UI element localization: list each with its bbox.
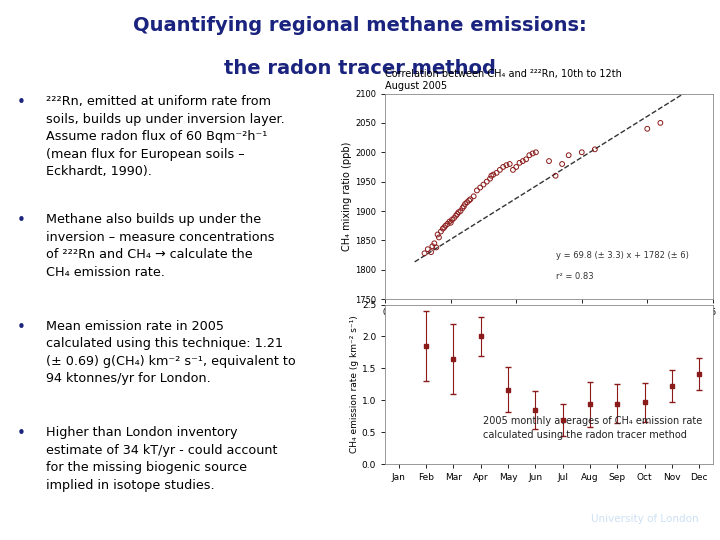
Text: •: •	[17, 320, 26, 335]
Point	[485, 171, 497, 180]
Point	[428, 239, 440, 248]
Point	[458, 202, 469, 211]
Point	[464, 195, 476, 204]
Point	[431, 243, 442, 252]
Point	[459, 200, 471, 208]
Point	[544, 157, 555, 165]
X-axis label: ²²²Rn (Bq m⁻³): ²²²Rn (Bq m⁻³)	[514, 320, 584, 330]
Text: •: •	[17, 427, 26, 441]
Point	[494, 166, 505, 174]
Text: Correlation between CH₄ and ²²²Rn, 10th to 12th
August 2005: Correlation between CH₄ and ²²²Rn, 10th …	[385, 69, 622, 91]
Point	[427, 242, 438, 251]
Point	[445, 218, 456, 227]
Point	[455, 207, 467, 215]
Text: the radon tracer method: the radon tracer method	[224, 59, 496, 78]
Point	[481, 177, 492, 186]
Point	[514, 159, 526, 167]
Text: 2005 monthly averages of CH₄ emission rate
calculated using the radon tracer met: 2005 monthly averages of CH₄ emission ra…	[484, 416, 703, 440]
Point	[474, 183, 486, 192]
Point	[527, 149, 539, 158]
Point	[576, 148, 588, 157]
Text: ⛪: ⛪	[22, 490, 36, 514]
Point	[419, 249, 431, 258]
Point	[523, 151, 535, 159]
Point	[441, 220, 453, 228]
Point	[530, 148, 541, 157]
Point	[468, 192, 480, 201]
Point	[517, 157, 528, 165]
Point	[521, 155, 532, 164]
Point	[451, 210, 463, 218]
Point	[654, 119, 666, 127]
Point	[446, 215, 458, 224]
Point	[435, 227, 446, 236]
Text: Quantifying regional methane emissions:: Quantifying regional methane emissions:	[133, 16, 587, 35]
Point	[507, 166, 518, 174]
Point	[471, 186, 482, 195]
Point	[444, 217, 455, 226]
Point	[498, 163, 509, 171]
Point	[432, 230, 444, 239]
Point	[510, 163, 522, 171]
Text: Mean emission rate in 2005
calculated using this technique: 1.21
(± 0.69) g(CH₄): Mean emission rate in 2005 calculated us…	[46, 320, 296, 385]
Point	[462, 198, 473, 206]
Point	[453, 208, 464, 217]
Point	[487, 170, 499, 179]
Point	[500, 161, 512, 170]
Point	[485, 174, 496, 183]
Point	[449, 214, 460, 222]
Point	[438, 223, 450, 232]
Point	[478, 180, 490, 189]
Text: Royal Holloway: Royal Holloway	[598, 479, 698, 492]
Text: •: •	[17, 95, 26, 110]
Text: Higher than London inventory
estimate of 34 kT/yr - could account
for the missin: Higher than London inventory estimate of…	[46, 427, 278, 492]
Y-axis label: CH₄ emission rate (g km⁻² s⁻¹): CH₄ emission rate (g km⁻² s⁻¹)	[350, 315, 359, 453]
Point	[550, 171, 562, 180]
Text: ²²²Rn, emitted at uniform rate from
soils, builds up under inversion layer.
Assu: ²²²Rn, emitted at uniform rate from soil…	[46, 95, 285, 178]
Text: University of London: University of London	[591, 514, 698, 524]
Text: Methane also builds up under the
inversion – measure concentrations
of ²²²Rn and: Methane also builds up under the inversi…	[46, 213, 274, 279]
Text: r² = 0.83: r² = 0.83	[556, 272, 593, 281]
Point	[563, 151, 575, 159]
Text: y = 69.8 (± 3.3) x + 1782 (± 6): y = 69.8 (± 3.3) x + 1782 (± 6)	[556, 251, 688, 260]
Point	[437, 224, 449, 233]
Point	[456, 204, 468, 212]
Text: •: •	[17, 213, 26, 228]
Point	[450, 211, 462, 220]
Point	[642, 124, 653, 133]
Point	[422, 245, 433, 253]
Y-axis label: CH₄ mixing ratio (ppb): CH₄ mixing ratio (ppb)	[342, 141, 352, 251]
Point	[433, 233, 445, 242]
Point	[557, 160, 568, 168]
Point	[463, 196, 474, 205]
Point	[440, 221, 451, 230]
Point	[426, 248, 437, 256]
Point	[491, 168, 503, 177]
Point	[589, 145, 600, 154]
Point	[504, 160, 516, 168]
